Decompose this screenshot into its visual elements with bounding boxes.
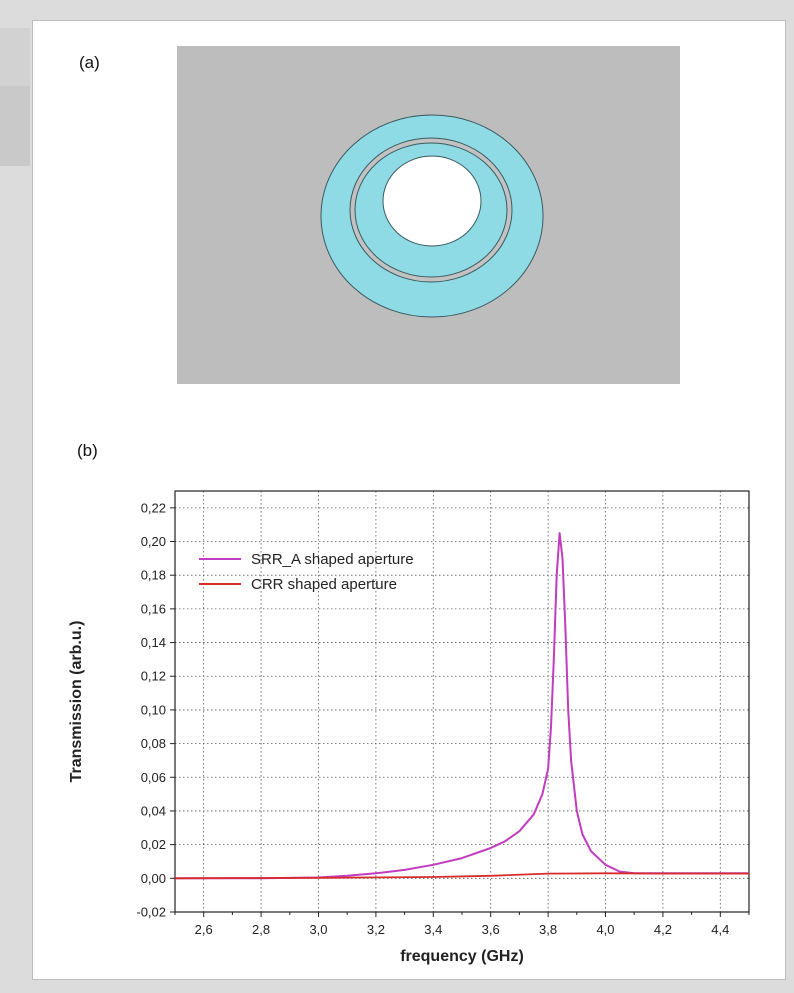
y-tick-label: 0,18: [141, 568, 166, 583]
y-axis-title: Transmission (arb.u.): [68, 621, 85, 783]
y-tick-label: 0,06: [141, 770, 166, 785]
x-tick-label: 3,4: [424, 922, 442, 937]
x-axis-title: frequency (GHz): [400, 948, 524, 965]
x-tick-label: 3,8: [539, 922, 557, 937]
figure-card: (a) (b) 2,6 2,8 3,0 3,2 3,4 3,6 3,8 4,0 4,2 4,4 -0…: [32, 20, 786, 980]
background-shade: [0, 86, 30, 166]
y-tick-label: 0,20: [141, 534, 166, 549]
y-tick-label: 0,16: [141, 601, 166, 616]
x-tick-label: 2,8: [252, 922, 270, 937]
y-tick-label: 0,14: [141, 635, 166, 650]
transmission-chart: 2,6 2,8 3,0 3,2 3,4 3,6 3,8 4,0 4,2 4,4 -0,02 0,00 0…: [68, 490, 750, 965]
y-tick-label: 0,02: [141, 837, 166, 852]
axis-ticks: 2,6 2,8 3,0 3,2 3,4 3,6 3,8 4,0 4,2 4,4 -0,02 0,00 0…: [136, 500, 750, 937]
panel-a-label: (a): [79, 53, 100, 72]
background-shade: [0, 28, 30, 86]
y-tick-label: -0,02: [136, 905, 166, 920]
series-line-2: [174, 872, 749, 880]
x-tick-label: 3,2: [367, 922, 385, 937]
legend-label: SRR_A shaped aperture: [251, 551, 414, 568]
y-tick-label: 0,10: [141, 702, 166, 717]
x-tick-label: 2,6: [195, 922, 213, 937]
center-hole: [382, 155, 482, 247]
x-tick-label: 4,2: [654, 922, 672, 937]
x-tick-label: 4,4: [711, 922, 729, 937]
y-tick-label: 0,00: [141, 871, 166, 886]
y-tick-label: 0,08: [141, 736, 166, 751]
x-tick-label: 3,0: [309, 922, 327, 937]
series-lines: [174, 532, 749, 880]
y-tick-label: 0,04: [141, 803, 166, 818]
legend-label: CRR shaped aperture: [251, 576, 397, 593]
y-tick-label: 0,22: [141, 500, 166, 515]
x-tick-label: 4,0: [596, 922, 614, 937]
series-line-1: [175, 532, 749, 880]
y-tick-label: 0,12: [141, 669, 166, 684]
ring-aperture-diagram: [177, 46, 680, 384]
legend: SRR_A shaped aperture CRR shaped aperture: [199, 551, 414, 593]
panel-b-label: (b): [77, 441, 98, 460]
x-tick-label: 3,6: [482, 922, 500, 937]
